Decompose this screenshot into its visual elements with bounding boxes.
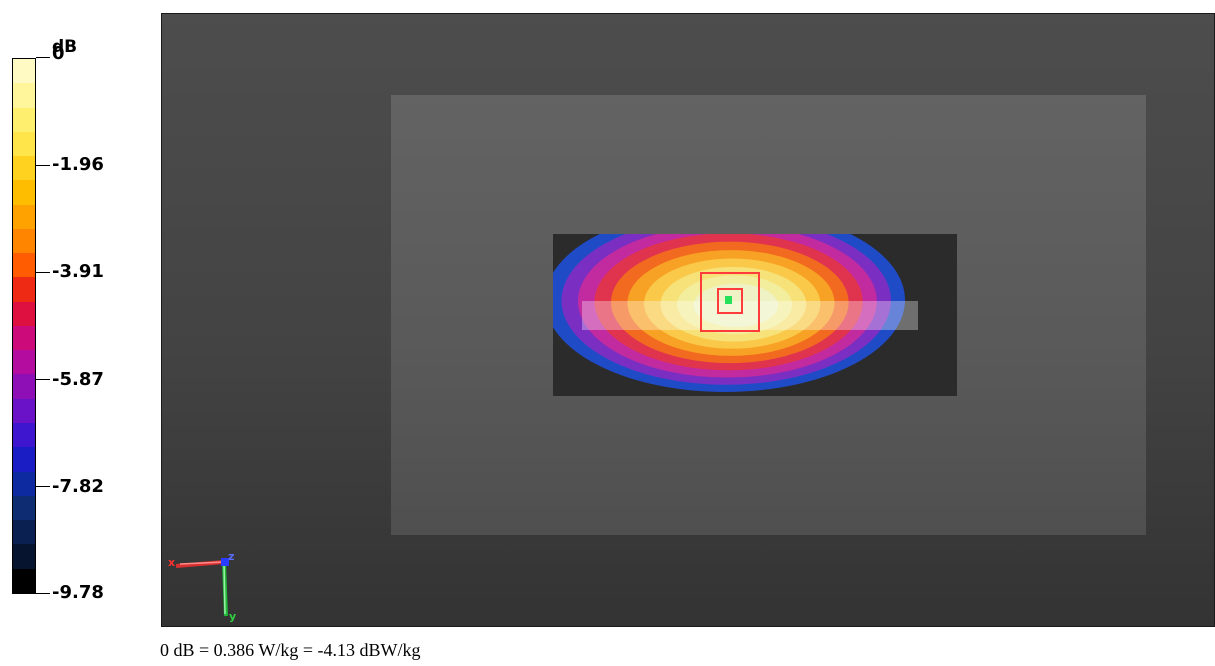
colorbar-band	[13, 156, 35, 181]
z-axis-marker	[221, 558, 229, 566]
colorbar-legend: dB 0 -1.96 -3.91 -5.87 -7.82 -9.78	[0, 0, 160, 620]
zoom-scan-inner-box	[717, 288, 743, 314]
colorbar-tick	[36, 485, 50, 487]
device-outline-strip	[582, 301, 918, 330]
colorbar-tick-label: 0	[52, 43, 65, 64]
colorbar-band	[13, 228, 35, 254]
colorbar-band	[13, 422, 35, 448]
colorbar-tick	[36, 57, 50, 59]
sar-hotspot-contours	[553, 234, 918, 392]
colorbar-band	[13, 350, 35, 375]
x-axis-label: x	[168, 556, 175, 569]
colorbar-band	[13, 471, 35, 496]
db-reference-note: 0 dB = 0.386 W/kg = -4.13 dBW/kg	[160, 640, 421, 660]
colorbar-band	[13, 374, 35, 399]
colorbar-band	[13, 180, 35, 205]
colorbar-band	[13, 544, 35, 569]
colorbar-tick-label: -3.91	[52, 261, 104, 283]
colorbar-tick-label: -5.87	[52, 368, 104, 390]
y-axis-highlight	[223, 561, 226, 615]
colorbar-tick-label: -9.78	[52, 582, 104, 603]
colorbar-band	[13, 83, 35, 108]
sar-3d-viewport[interactable]: x y z	[161, 13, 1215, 627]
x-axis-highlight	[179, 561, 225, 565]
colorbar-band	[13, 204, 35, 229]
colorbar-band	[13, 325, 35, 351]
zoom-scan-outer-box	[700, 272, 760, 332]
colorbar-band	[13, 495, 35, 521]
colorbar-band	[13, 253, 35, 278]
colorbar-scale	[12, 58, 36, 594]
colorbar-band	[13, 59, 35, 84]
colorbar-band	[13, 131, 35, 157]
legend-unit-label: dB	[52, 37, 78, 57]
peak-sar-marker	[725, 296, 732, 304]
colorbar-tick-label: -1.96	[52, 154, 104, 176]
colorbar-tick	[36, 378, 50, 380]
colorbar-tick	[36, 271, 50, 273]
colorbar-tick	[36, 164, 50, 166]
z-axis-label: z	[228, 550, 234, 563]
colorbar-band	[13, 277, 35, 302]
colorbar-band	[13, 520, 35, 545]
colorbar-band	[13, 398, 35, 423]
colorbar-tick	[36, 593, 50, 595]
colorbar-band	[13, 568, 35, 593]
colorbar-band	[13, 447, 35, 472]
colorbar-tick-label: -7.82	[52, 475, 104, 497]
area-scan-region	[553, 234, 957, 396]
sar-contour-band	[693, 283, 779, 328]
axis-triad-icon[interactable]: x y z	[166, 544, 256, 624]
colorbar-band	[13, 107, 35, 132]
colorbar-band	[13, 301, 35, 326]
y-axis-label: y	[229, 610, 236, 623]
